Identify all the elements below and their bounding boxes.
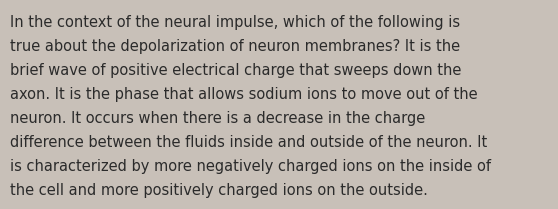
Text: the cell and more positively charged ions on the outside.: the cell and more positively charged ion… bbox=[10, 183, 428, 198]
Text: brief wave of positive electrical charge that sweeps down the: brief wave of positive electrical charge… bbox=[10, 63, 461, 78]
Text: difference between the fluids inside and outside of the neuron. It: difference between the fluids inside and… bbox=[10, 135, 487, 150]
Text: true about the depolarization of neuron membranes? It is the: true about the depolarization of neuron … bbox=[10, 39, 460, 54]
Text: is characterized by more negatively charged ions on the inside of: is characterized by more negatively char… bbox=[10, 159, 491, 174]
Text: neuron. It occurs when there is a decrease in the charge: neuron. It occurs when there is a decrea… bbox=[10, 111, 425, 126]
Text: In the context of the neural impulse, which of the following is: In the context of the neural impulse, wh… bbox=[10, 15, 460, 30]
Text: axon. It is the phase that allows sodium ions to move out of the: axon. It is the phase that allows sodium… bbox=[10, 87, 478, 102]
